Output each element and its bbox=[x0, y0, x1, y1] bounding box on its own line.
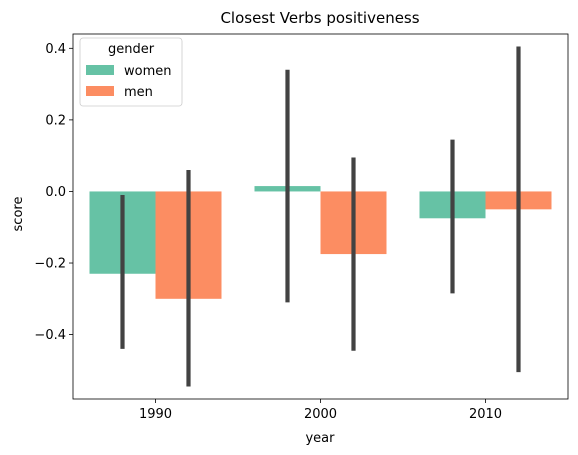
x-axis: 1990 2000 2010 bbox=[139, 399, 502, 422]
legend-swatch-men bbox=[86, 86, 114, 96]
y-axis: −0.4 −0.2 0.0 0.2 0.4 bbox=[34, 42, 73, 343]
bars-layer bbox=[89, 186, 552, 299]
y-axis-label: score bbox=[11, 197, 26, 232]
y-tick-label: 0.0 bbox=[45, 185, 66, 200]
y-tick-label: −0.4 bbox=[34, 328, 66, 343]
y-tick-label: 0.2 bbox=[45, 113, 66, 128]
legend-swatch-women bbox=[86, 65, 114, 75]
x-axis-label: year bbox=[305, 431, 335, 446]
legend-label-women: women bbox=[124, 64, 172, 79]
legend-label-men: men bbox=[124, 85, 153, 100]
y-tick-label: 0.4 bbox=[45, 42, 66, 57]
x-tick-label: 2010 bbox=[469, 407, 502, 422]
errorbars-layer bbox=[120, 46, 521, 387]
chart-title: Closest Verbs positiveness bbox=[220, 9, 419, 27]
legend-title: gender bbox=[108, 42, 155, 57]
legend: gender women men bbox=[79, 37, 183, 107]
x-tick-label: 1990 bbox=[139, 407, 172, 422]
x-tick-label: 2000 bbox=[304, 407, 337, 422]
y-tick-label: −0.2 bbox=[34, 257, 66, 272]
